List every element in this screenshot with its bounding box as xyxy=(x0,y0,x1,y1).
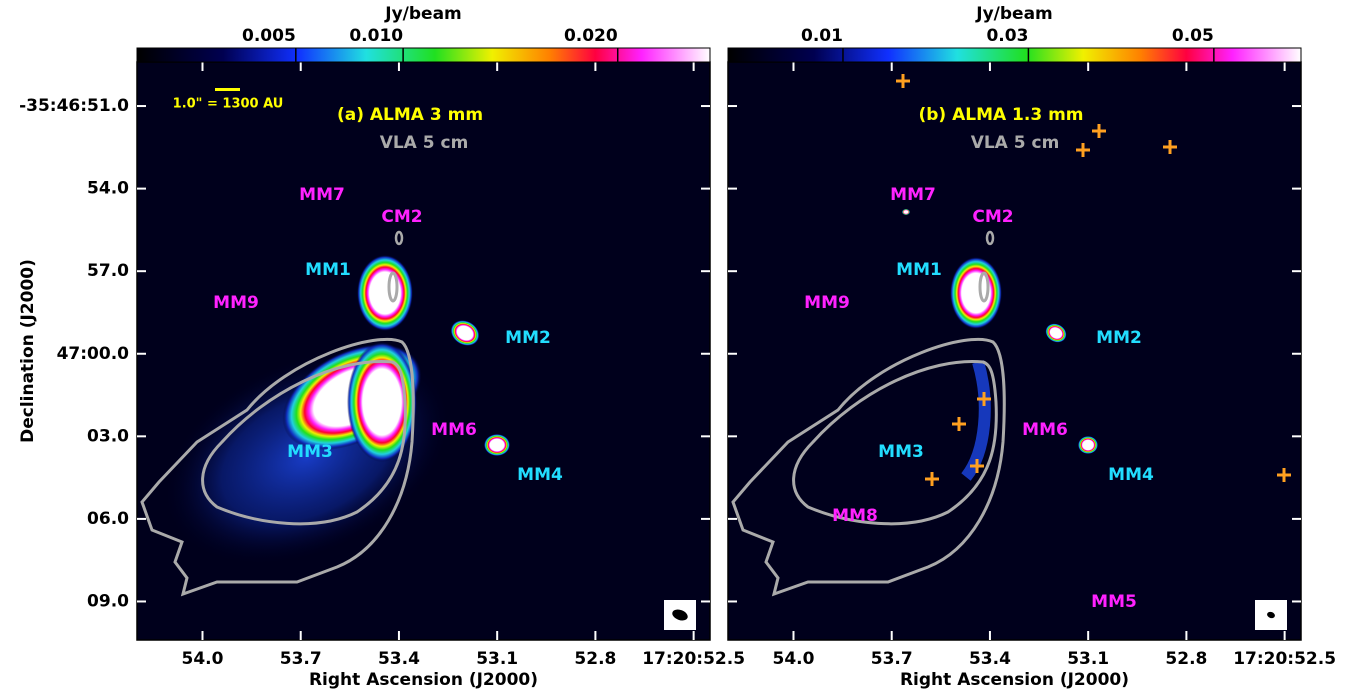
x-tick-label: 52.8 xyxy=(574,649,616,669)
source-label: MM4 xyxy=(517,465,563,485)
x-tick-label: 53.7 xyxy=(280,649,322,669)
blob xyxy=(950,257,1002,329)
y-tick-label: 09.0 xyxy=(87,591,129,611)
panel-subtitle: VLA 5 cm xyxy=(380,133,469,153)
y-tick-label: 03.0 xyxy=(87,426,129,446)
y-tick-label: -35:46:51.0 xyxy=(19,96,129,116)
colorbar-tick-label: 0.05 xyxy=(1172,26,1214,46)
source-label: MM6 xyxy=(1022,420,1068,440)
scale-label: 1.0" = 1300 AU xyxy=(173,97,284,112)
source-label: MM5 xyxy=(1091,592,1137,612)
source-label: MM2 xyxy=(505,328,551,348)
source-label: CM2 xyxy=(972,207,1013,227)
x-tick-label: 53.4 xyxy=(969,649,1011,669)
source-label: CM2 xyxy=(381,207,422,227)
x-tick-label: 53.7 xyxy=(871,649,913,669)
y-axis-label: Declination (J2000) xyxy=(18,259,38,443)
y-tick-label: 57.0 xyxy=(87,261,129,281)
colorbar-tick-label: 0.010 xyxy=(349,26,403,46)
x-tick-label: 54.0 xyxy=(773,649,815,669)
colorbar-tick-label: 0.01 xyxy=(801,26,843,46)
source-label: MM1 xyxy=(305,260,351,280)
colorbar-label: Jy/beam xyxy=(384,4,462,24)
x-tick-label: 54.0 xyxy=(182,649,224,669)
blob xyxy=(484,434,510,456)
source-label: MM4 xyxy=(1108,465,1154,485)
source-label: MM3 xyxy=(878,442,924,462)
blob xyxy=(1078,436,1098,454)
panel: (b) ALMA 1.3 mm VLA 5 cm MM7 CM2 MM1 MM9 MM2 MM… xyxy=(728,4,1336,690)
source-label: MM1 xyxy=(896,260,942,280)
colorbar-label: Jy/beam xyxy=(975,4,1053,24)
x-tick-label: 53.1 xyxy=(476,649,518,669)
panel-title: (b) ALMA 1.3 mm xyxy=(918,105,1083,125)
scale-bar xyxy=(215,88,240,91)
source-label: MM2 xyxy=(1096,328,1142,348)
source-label: MM9 xyxy=(804,293,850,313)
source-label: MM9 xyxy=(213,293,259,313)
source-label: MM6 xyxy=(431,420,477,440)
colorbar xyxy=(137,48,710,62)
x-axis-label: Right Ascension (J2000) xyxy=(309,670,538,690)
source-label: MM7 xyxy=(299,185,345,205)
blob xyxy=(902,209,910,215)
x-tick-label: 17:20:52.5 xyxy=(642,649,745,669)
y-tick-label: 54.0 xyxy=(87,179,129,199)
panel: 1.0" = 1300 AU (a) ALMA 3 mm VLA 5 cm MM7 CM… xyxy=(18,4,745,690)
source-label: MM7 xyxy=(890,185,936,205)
y-tick-label: 06.0 xyxy=(87,509,129,529)
colorbar-tick-label: 0.03 xyxy=(986,26,1028,46)
source-label: MM8 xyxy=(832,506,878,526)
x-tick-label: 52.8 xyxy=(1165,649,1207,669)
blob xyxy=(357,255,413,331)
colorbar-tick-label: 0.005 xyxy=(242,26,296,46)
x-tick-label: 53.1 xyxy=(1067,649,1109,669)
x-axis-label: Right Ascension (J2000) xyxy=(900,670,1129,690)
colorbar-tick-label: 0.020 xyxy=(564,26,618,46)
panel-subtitle: VLA 5 cm xyxy=(971,133,1060,153)
y-tick-label: 47:00.0 xyxy=(57,344,130,364)
source-label: MM3 xyxy=(287,442,333,462)
figure: 1.0" = 1300 AU (a) ALMA 3 mm VLA 5 cm MM7 CM… xyxy=(0,0,1371,692)
panel-title: (a) ALMA 3 mm xyxy=(337,105,483,125)
x-tick-label: 17:20:52.5 xyxy=(1233,649,1336,669)
colorbar xyxy=(728,48,1301,62)
x-tick-label: 53.4 xyxy=(378,649,420,669)
